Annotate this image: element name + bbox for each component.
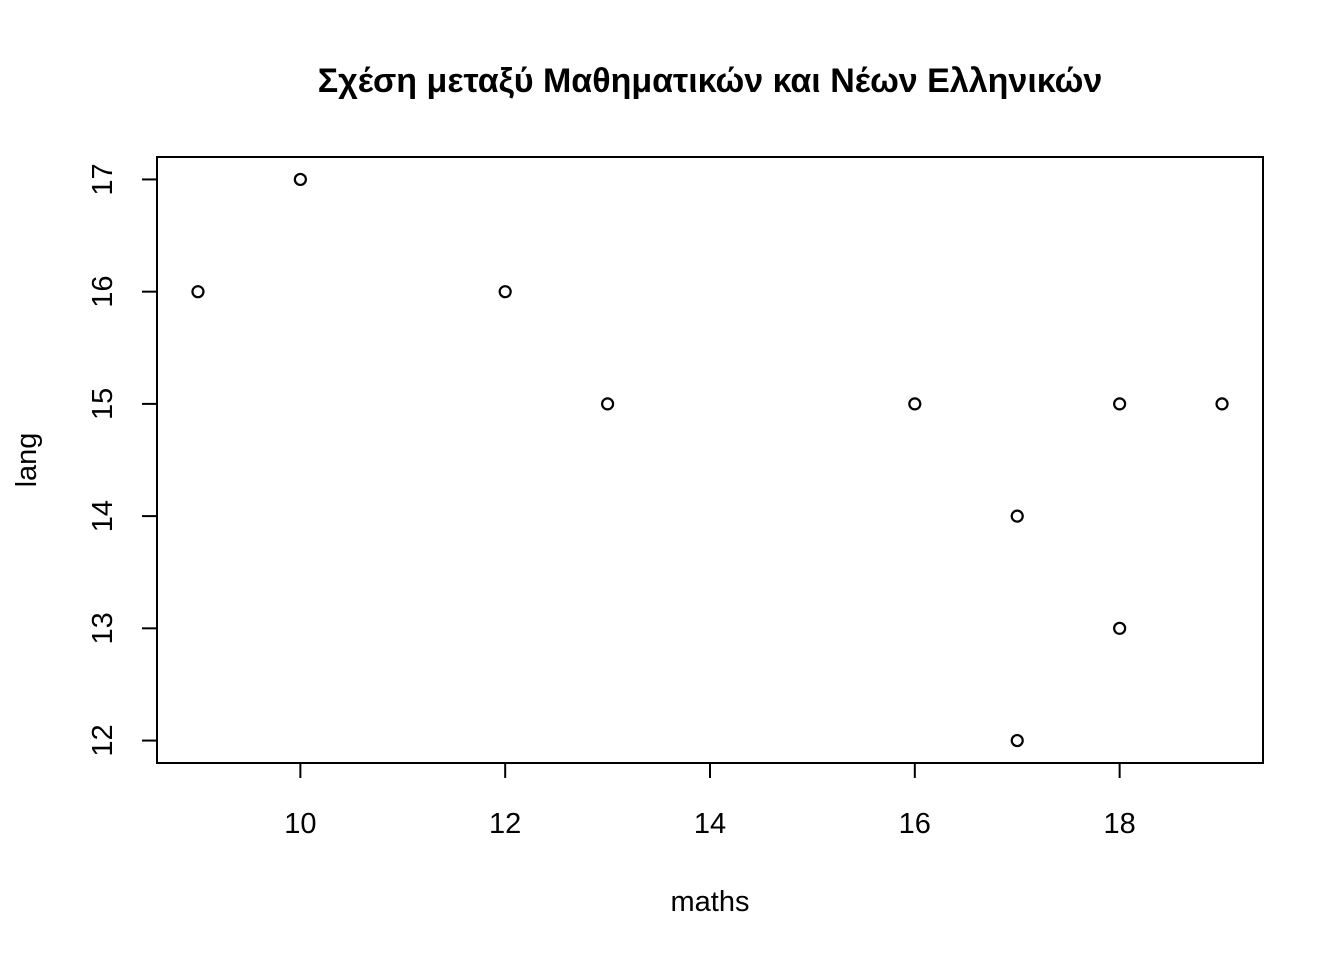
data-points [191,172,1229,748]
data-point [1215,397,1229,411]
x-axis-label: maths [671,886,750,918]
y-tick-label: 12 [87,724,119,756]
chart-title: Σχέση μεταξύ Μαθηματικών και Νέων Ελληνι… [318,62,1103,100]
y-tick-label: 15 [87,388,119,420]
y-axis-label: lang [11,433,43,488]
plot-area [156,156,1264,764]
data-point [1010,733,1024,748]
y-axis: 12 13 14 15 16 17 [87,163,157,757]
x-tick-label: 10 [284,808,316,840]
x-tick-label: 18 [1103,808,1135,840]
x-tick-label: 14 [694,808,726,840]
data-point [498,285,512,299]
x-axis: 10 12 14 16 18 [284,763,1136,840]
y-tick-label: 16 [87,276,119,308]
data-point [1113,397,1127,411]
data-point [1010,509,1024,523]
x-tick-label: 12 [489,808,521,840]
data-point [908,397,922,411]
data-point [191,285,205,299]
data-point [1113,621,1127,635]
data-point [600,397,615,411]
x-tick-label: 16 [899,808,931,840]
data-point [293,172,307,187]
y-tick-label: 14 [87,500,119,532]
y-tick-label: 13 [87,612,119,644]
y-tick-label: 17 [87,163,119,195]
